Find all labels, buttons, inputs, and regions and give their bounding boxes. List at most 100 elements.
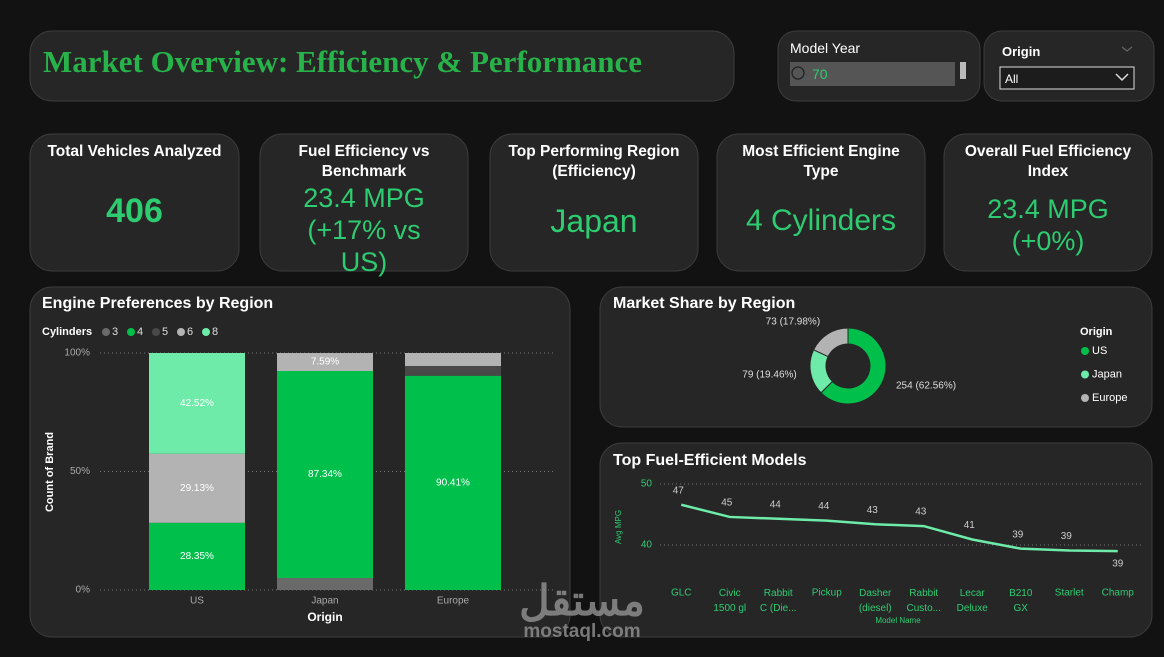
filter-value[interactable]: 70 [812,66,828,82]
bar-segment [405,375,501,590]
line [680,503,1118,553]
slider-handle[interactable] [791,66,805,80]
y-tick-label: 0% [76,585,91,596]
kpi-card [489,133,699,272]
collapse-chevron[interactable] [1121,46,1133,52]
y-tick-label: 40 [641,540,653,551]
y-axis-label: Count of Brand [44,432,56,512]
x-tick-label: Civic 1500 gl [713,588,746,614]
x-tick-label: US [190,596,204,607]
kpi: Fuel Efficiency vs Benchmark 23.4 MPG (+1… [260,134,468,277]
x-tick-label: Japan [311,596,338,607]
legend-title: Origin [1080,326,1113,338]
x-tick-label: B210 GX [1009,588,1033,614]
x-tick-label: Starlet [1055,588,1084,599]
kpi-title: Most Efficient Engine Type [742,143,900,180]
y-tick-label: 50 [641,479,653,490]
kpi: Most Efficient Engine Type 4 Cylinders [717,134,925,271]
x-tick-label: Rabbit Custo... [907,588,941,614]
x-axis-label: Model Name [875,616,921,625]
filter-value[interactable]: All [1005,72,1019,86]
legend-label: 8 [212,326,218,338]
x-tick-label: GLC [671,588,692,599]
legend-swatch [177,328,185,336]
kpi-card [259,133,469,272]
kpi-card [943,133,1153,272]
kpi-card [29,133,240,272]
legend-label: Japan [1092,368,1122,380]
x-tick-label: Champ [1102,588,1135,599]
bar-segment [277,371,373,579]
kpi-body: 23.4 MPG (+17% vs US) [290,182,438,282]
kpi-title: Total Vehicles Analyzed [47,143,222,160]
legend-label: Europe [1092,392,1127,404]
data-label: 73 (17.98%) [766,317,820,328]
header-card [29,30,735,102]
kpi-card [716,133,926,272]
bar-segment [405,353,501,366]
dropdown[interactable] [999,66,1135,90]
data-label: 29.13% [180,483,214,494]
data-label: 43 [867,505,879,516]
kpi: Total Vehicles Analyzed 406 [30,134,239,271]
kpi-value: 406 [106,191,163,230]
legend-label: 5 [162,326,168,338]
kpi-value: 23.4 MPG [987,193,1109,224]
legend-swatch [152,328,160,336]
kpi-body: Japan [550,182,637,271]
legend-swatch [1081,370,1089,379]
legend-swatch [202,328,210,336]
dashboard-title: Market Overview: Efficiency & Performanc… [43,44,643,79]
legend-swatch [102,328,110,336]
kpi-title: Top Performing Region (Efficiency) [508,143,680,180]
data-label: 42.52% [180,398,214,409]
chart-title: Top Fuel-Efficient Models [613,452,807,469]
watermark: مستقل [519,577,645,624]
kpi-note: (+0%) [1011,225,1085,256]
data-label: 47 [673,485,685,496]
kpi-title: Overall Fuel Efficiency Index [964,143,1132,180]
bar-segment [149,453,245,523]
bar-segment [149,522,245,590]
legend-title: Cylinders [42,326,92,338]
donut-slice [820,327,887,405]
slider-end[interactable] [960,62,966,79]
x-tick-label: Rabbit C (Die... [760,588,797,614]
legend-label: 6 [187,326,193,338]
data-label: 79 (19.46%) [742,369,796,380]
kpi-note: (+17% vs US) [307,215,421,277]
data-label: 45 [721,498,733,509]
legend-swatch [1081,347,1089,355]
data-label: 39 [1061,531,1073,542]
dropdown-chevron [1115,73,1129,82]
slider-track[interactable] [790,62,955,86]
kpi-value: 4 Cylinders [745,203,897,237]
y-tick-label: 50% [70,466,90,477]
data-label: 90.41% [436,478,470,489]
filter-card [983,30,1155,102]
bar-segment [277,353,373,372]
kpi-body: 23.4 MPG (+0%) [987,182,1109,271]
x-tick-label: Dasher (diesel) [859,588,892,614]
data-label: 87.34% [308,469,342,480]
data-label: 254 (62.56%) [896,381,956,392]
data-label: 28.35% [180,551,214,562]
data-label: 44 [818,501,830,512]
x-tick-label: Pickup [812,588,842,599]
legend-swatch [127,328,135,336]
bar-segment [405,365,501,376]
legend-label: 3 [112,326,118,338]
kpi-title: Fuel Efficiency vs Benchmark [298,143,430,180]
data-label: 7.59% [311,357,339,368]
bar-segment [277,578,373,590]
x-tick-label: Lecar Deluxe [957,588,989,614]
filter-label: Origin [1002,44,1041,59]
legend-label: 4 [137,326,143,338]
kpi-body: 4 Cylinders [746,182,896,271]
kpi: Top Performing Region (Efficiency) Japan [490,134,698,271]
data-label: 39 [1112,559,1124,570]
chart-title: Engine Preferences by Region [42,295,273,312]
kpi: Overall Fuel Efficiency Index 23.4 MPG (+… [944,134,1152,271]
